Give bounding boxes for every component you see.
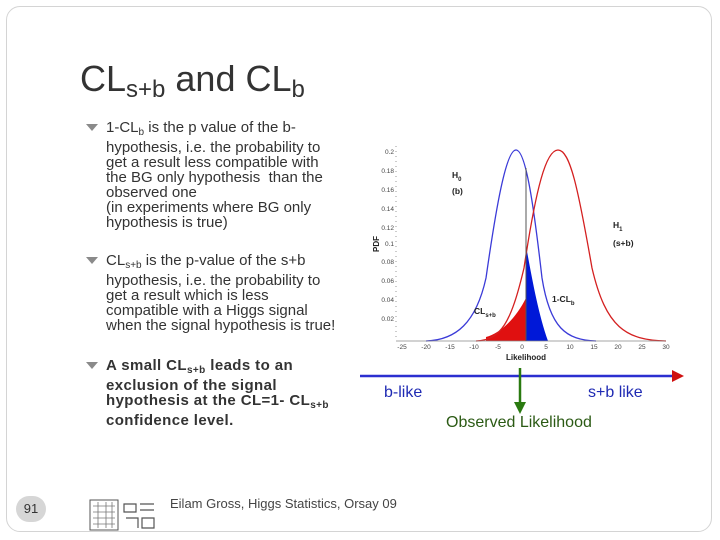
sb-like-label: s+b like <box>588 384 643 401</box>
institute-logo <box>89 499 155 531</box>
ytick: 0.12 <box>381 225 394 232</box>
xtick: 15 <box>590 344 598 351</box>
xtick: -15 <box>445 344 455 351</box>
page-number: 91 <box>16 496 46 522</box>
xtick: 20 <box>614 344 622 351</box>
bullet-3-text: A small CLs+b leads to an exclusion of t… <box>106 357 329 429</box>
y-axis-label: PDF <box>372 236 381 252</box>
blue-tail-area <box>526 246 548 341</box>
ytick: 0.2 <box>385 149 394 156</box>
likelihood-pdf-figure: 0.2 0.18 0.16 0.14 0.12 0.1 0.08 0.06 0.… <box>372 146 670 362</box>
bullet-marker-icon <box>86 124 98 131</box>
bullet-marker-icon <box>86 257 98 264</box>
h1-label: H1 <box>613 220 623 233</box>
b-like-label: b-like <box>384 384 423 401</box>
ytick: 0.18 <box>381 168 394 175</box>
observed-arrowhead-icon <box>514 402 526 414</box>
xtick: 25 <box>638 344 646 351</box>
h0-label: H0 <box>452 170 462 183</box>
xtick: -5 <box>495 344 501 351</box>
xtick: -20 <box>421 344 431 351</box>
xtick: 5 <box>544 344 548 351</box>
ytick: 0.1 <box>385 241 394 248</box>
x-axis-label: Likelihood <box>506 353 546 362</box>
footer-text: Eilam Gross, Higgs Statistics, Orsay 09 <box>170 496 397 511</box>
xtick: 30 <box>662 344 670 351</box>
h1-note: (s+b) <box>613 238 634 248</box>
ytick: 0.08 <box>381 259 394 266</box>
clsb-label: CLs+b <box>474 306 496 319</box>
observed-likelihood-label: Observed Likelihood <box>446 414 592 431</box>
xtick: 10 <box>566 344 574 351</box>
h1-curve <box>475 149 667 342</box>
ytick: 0.16 <box>381 187 394 194</box>
ytick: 0.14 <box>381 206 394 213</box>
red-tail-area <box>486 298 526 341</box>
likelihood-arrow <box>360 368 684 414</box>
ytick: 0.04 <box>381 297 394 304</box>
bullet-2-text: CLs+b is the p-value of the s+b hypothes… <box>106 252 336 334</box>
bullet-marker-icon <box>86 362 98 369</box>
one-minus-clb-label: 1-CLb <box>552 294 575 307</box>
xtick: -10 <box>469 344 479 351</box>
slide-frame <box>6 6 712 532</box>
h0-note: (b) <box>452 186 463 196</box>
arrowhead-icon <box>672 370 684 382</box>
bullet-1-text: 1-CLb is the p value of the b- hypothesi… <box>106 119 323 231</box>
xtick: 0 <box>520 344 524 351</box>
xtick: -25 <box>397 344 407 351</box>
ytick: 0.02 <box>381 316 394 323</box>
h0-curve <box>425 149 597 342</box>
ytick: 0.06 <box>381 278 394 285</box>
slide-title: CLs+b and CLb <box>80 58 305 103</box>
